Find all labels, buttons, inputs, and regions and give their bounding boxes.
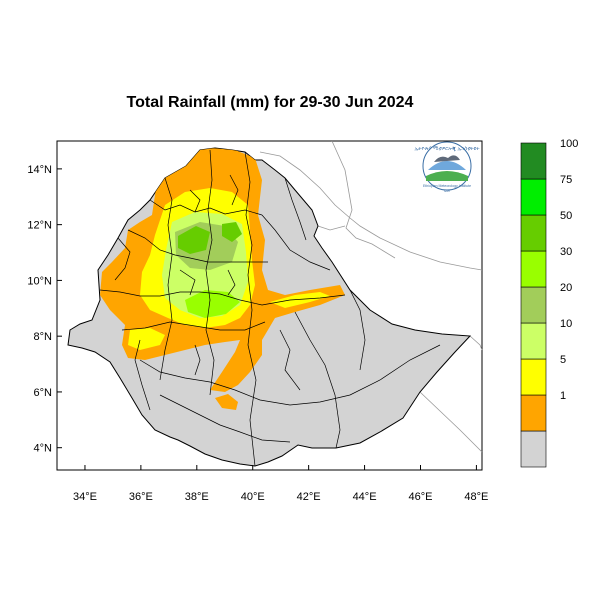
map-title: Total Rainfall (mm) for 29-30 Jun 2024: [126, 94, 414, 111]
legend-label: 75: [560, 174, 572, 186]
y-tick-label: 10°N: [27, 275, 52, 287]
legend-label: 10: [560, 318, 572, 330]
legend-swatch: [520, 178, 547, 216]
legend-swatch: [520, 358, 547, 396]
legend-label: 1: [560, 390, 566, 402]
x-tick-label: 36°E: [129, 491, 153, 503]
legend-label: 100: [560, 138, 578, 150]
y-tick-label: 8°N: [34, 331, 53, 343]
rainfall-5-10mm-southwest: [128, 328, 165, 350]
legend-label: 50: [560, 210, 572, 222]
x-tick-label: 44°E: [353, 491, 377, 503]
legend-label: 20: [560, 282, 572, 294]
logo-caption: Ethiopian Meteorology Institute: [423, 184, 471, 188]
rainfall-5-10mm-east-belt: [270, 292, 330, 308]
y-axis: 14°N 12°N 10°N 8°N 6°N 4°N: [27, 164, 62, 455]
rainfall-30-50mm-area: [185, 290, 240, 318]
rainfall-50-75mm-area: [178, 226, 210, 254]
y-tick-label: 6°N: [34, 387, 53, 399]
x-tick-label: 38°E: [185, 491, 209, 503]
legend-swatch: [520, 430, 547, 468]
neighbor-boundaries: [259, 140, 483, 453]
x-tick-label: 34°E: [73, 491, 97, 503]
legend-swatch: [520, 214, 547, 252]
x-axis: 34°E 36°E 38°E 40°E 42°E 44°E 46°E 48°E: [73, 465, 488, 503]
legend-label: 5: [560, 354, 566, 366]
rainfall-legend: 1 5 10 20 30 50 75 100: [520, 138, 578, 468]
legend-label: 30: [560, 246, 572, 258]
x-tick-label: 48°E: [464, 491, 488, 503]
x-tick-label: 46°E: [408, 491, 432, 503]
ethiopian-meteorology-institute-logo: ኢትዮጵያ ሚቲዎሮሎጂ ኢንስቲትዩት Ethiopian Meteorolo…: [414, 141, 480, 193]
logo-acronym: EMI: [444, 189, 450, 193]
logo-arc-text: ኢትዮጵያ ሚቲዎሮሎጂ ኢንስቲትዩት: [414, 146, 480, 152]
legend-swatch: [520, 394, 547, 432]
rainfall-shading: [100, 148, 345, 410]
legend-swatch: [520, 250, 547, 288]
rainfall-50-75mm-area-east: [222, 222, 242, 242]
legend-swatch: [520, 286, 547, 324]
x-tick-label: 42°E: [297, 491, 321, 503]
y-tick-label: 14°N: [27, 164, 52, 176]
y-tick-label: 4°N: [34, 443, 53, 455]
regional-boundaries: [99, 149, 441, 466]
y-tick-label: 12°N: [27, 220, 52, 232]
legend-swatch: [520, 322, 547, 360]
rainfall-1-5mm-area-south: [215, 394, 238, 410]
legend-swatch: [520, 142, 547, 180]
x-tick-label: 40°E: [241, 491, 265, 503]
